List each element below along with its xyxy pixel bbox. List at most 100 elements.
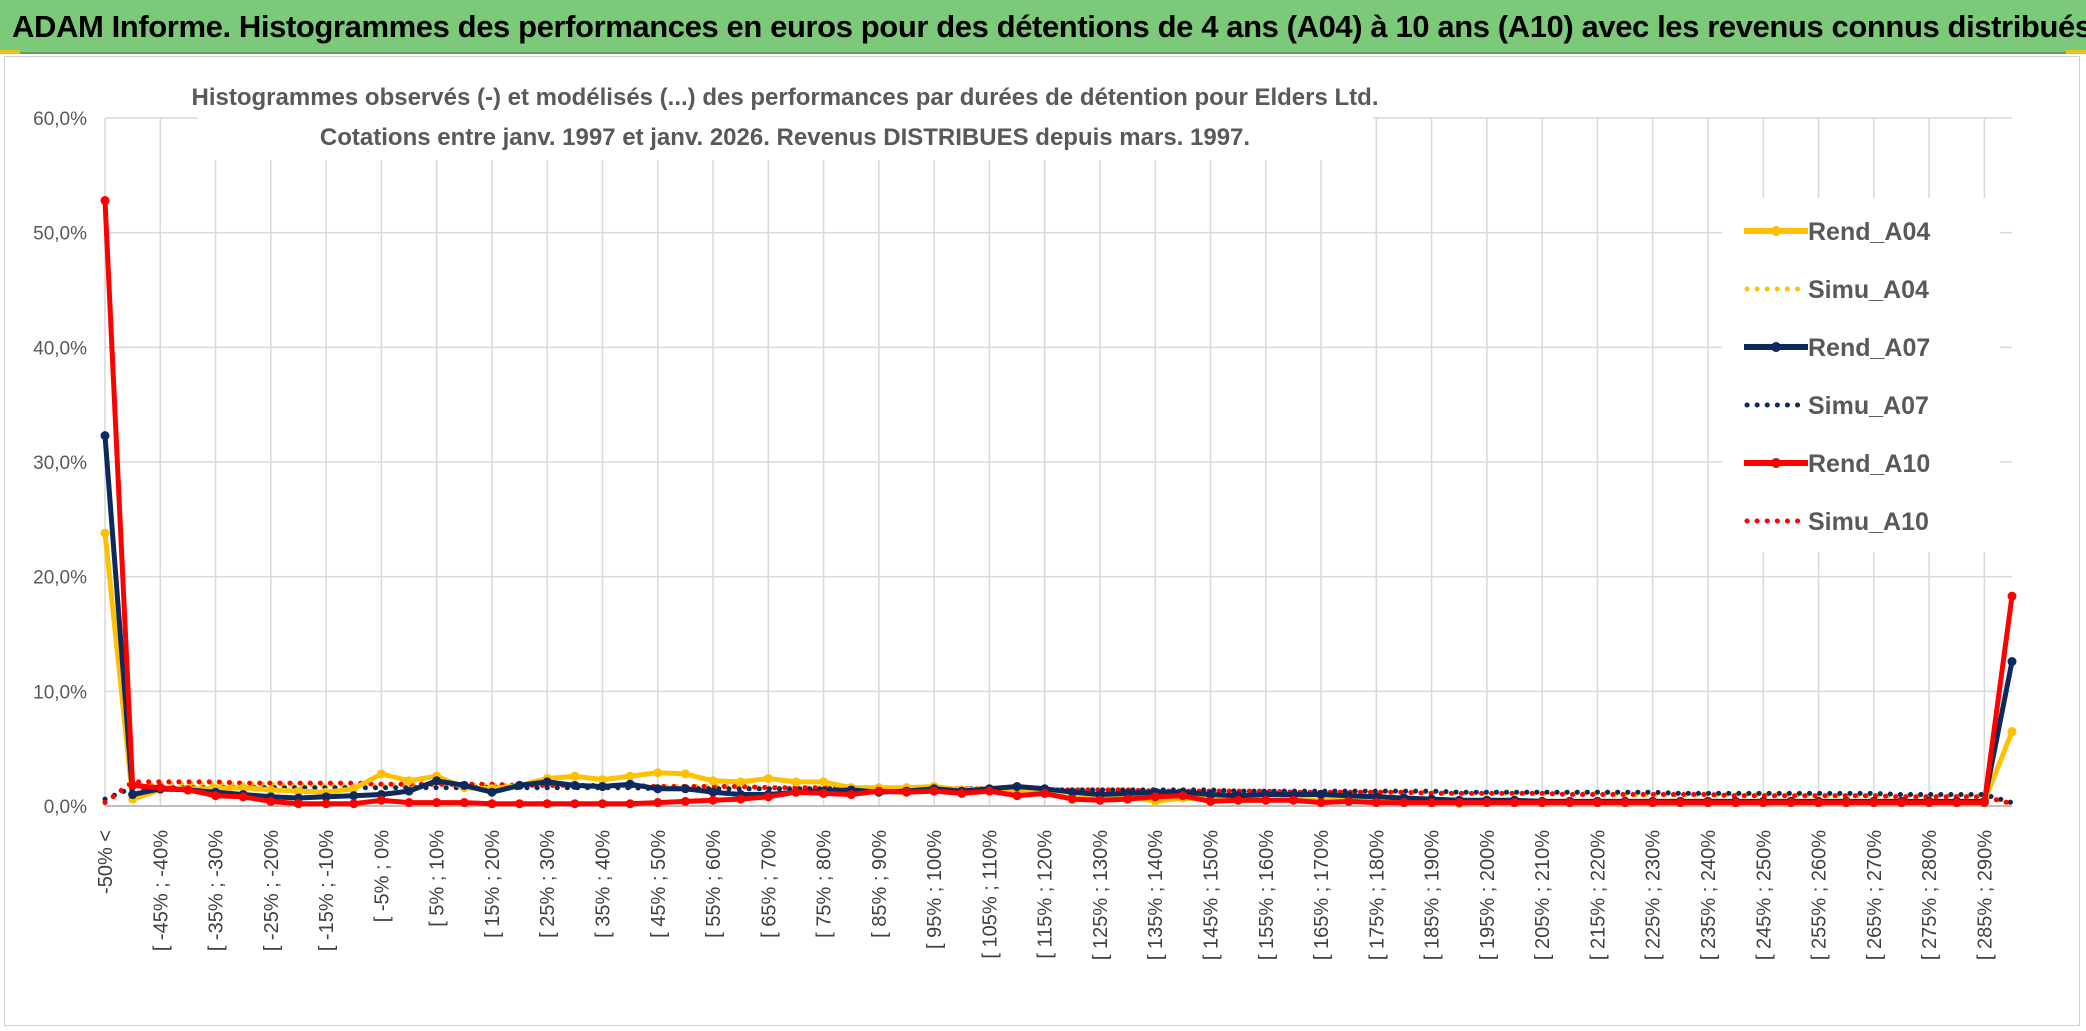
data-point-rend-a10 [1592, 798, 1602, 808]
data-point-rend-a07 [1067, 787, 1077, 797]
data-point-rend-a07 [404, 786, 414, 796]
data-point-rend-a10 [1537, 798, 1547, 808]
data-point-rend-a07 [349, 791, 359, 801]
x-tick-label: [ 215% ; 220% [1587, 830, 1609, 960]
data-point-rend-a10 [404, 798, 414, 808]
data-point-rend-a04 [570, 771, 580, 781]
data-point-rend-a10 [1703, 798, 1713, 808]
data-point-rend-a10 [349, 799, 359, 809]
data-point-rend-a10 [1454, 798, 1464, 808]
data-point-rend-a10 [1758, 798, 1768, 808]
y-tick-label: 60,0% [33, 109, 87, 130]
data-point-rend-a10 [901, 787, 911, 797]
x-tick-label: [ 275% ; 280% [1919, 830, 1941, 960]
y-tick-label: 40,0% [33, 338, 87, 359]
data-point-rend-a10 [680, 796, 690, 806]
data-point-rend-a10 [1399, 798, 1409, 808]
data-point-rend-a10 [100, 196, 110, 206]
y-tick-label: 20,0% [33, 568, 87, 589]
x-tick-label: [ 255% ; 260% [1809, 830, 1831, 960]
legend-marker-rend-a04 [1771, 226, 1781, 236]
x-tick-label: [ 85% ; 90% [869, 830, 891, 938]
data-point-rend-a10 [128, 780, 138, 790]
data-point-rend-a10 [515, 799, 525, 809]
data-point-rend-a10 [1095, 795, 1105, 805]
data-point-rend-a04 [763, 773, 773, 783]
data-point-rend-a10 [1178, 791, 1188, 801]
data-point-rend-a10 [625, 799, 635, 809]
x-tick-label: [ -45% ; -40% [150, 830, 172, 951]
data-point-rend-a04 [100, 528, 110, 538]
data-point-rend-a04 [653, 768, 663, 778]
legend-box [1722, 198, 2000, 552]
data-point-rend-a10 [1952, 798, 1962, 808]
data-point-rend-a10 [736, 794, 746, 804]
x-tick-label: [ 145% ; 150% [1201, 830, 1223, 960]
data-point-rend-a04 [2007, 726, 2017, 736]
x-axis: -50% < [ -45% ; -40% [ -35% ; -30% [ -25% ;… [95, 805, 2012, 960]
legend: Rend_A04 Simu_A04 Rend_A07 Simu_A07 Rend_A10… [1722, 198, 2000, 552]
data-point-rend-a10 [819, 788, 829, 798]
data-point-rend-a10 [1565, 798, 1575, 808]
data-point-rend-a07 [321, 792, 331, 802]
data-point-rend-a10 [1150, 792, 1160, 802]
data-point-rend-a04 [736, 777, 746, 787]
data-point-rend-a07 [1206, 790, 1216, 800]
data-point-rend-a10 [2007, 591, 2017, 601]
title-backdrop [198, 74, 1373, 160]
x-tick-label: [ 155% ; 160% [1256, 830, 1278, 960]
data-point-rend-a07 [542, 777, 552, 787]
legend-label-simu-a10: Simu_A10 [1808, 508, 1929, 536]
data-point-rend-a10 [266, 796, 276, 806]
x-tick-label: [ 125% ; 130% [1090, 830, 1112, 960]
x-tick-label: [ 105% ; 110% [979, 830, 1001, 959]
data-point-rend-a04 [238, 783, 248, 793]
data-point-rend-a10 [1316, 798, 1326, 808]
data-point-rend-a07 [708, 787, 718, 797]
data-point-rend-a07 [570, 780, 580, 790]
data-point-rend-a10 [183, 785, 193, 795]
data-point-rend-a10 [929, 786, 939, 796]
x-tick-label: [ 115% ; 120% [1035, 830, 1057, 959]
data-point-rend-a10 [1261, 795, 1271, 805]
data-point-rend-a10 [542, 799, 552, 809]
data-point-rend-a10 [1233, 795, 1243, 805]
x-tick-label: [ -15% ; -10% [316, 830, 338, 951]
legend-marker-rend-a07 [1771, 342, 1781, 352]
x-tick-label: [ 165% ; 170% [1311, 830, 1333, 960]
data-point-rend-a10 [1427, 798, 1437, 808]
legend-label-rend-a07: Rend_A07 [1808, 334, 1930, 362]
data-point-rend-a07 [100, 431, 110, 441]
legend-label-rend-a04: Rend_A04 [1808, 218, 1930, 246]
data-point-rend-a04 [597, 775, 607, 785]
x-tick-label: [ -5% ; 0% [371, 830, 393, 922]
data-point-rend-a10 [984, 786, 994, 796]
data-point-rend-a07 [1012, 782, 1022, 792]
data-point-rend-a10 [211, 791, 221, 801]
data-point-rend-a10 [708, 795, 718, 805]
x-tick-label: [ 225% ; 230% [1643, 830, 1665, 960]
data-point-rend-a10 [791, 787, 801, 797]
data-point-rend-a10 [1648, 798, 1658, 808]
data-point-rend-a10 [1896, 798, 1906, 808]
y-axis: 0,0% 10,0% 20,0% 30,0% 40,0% 50,0% 60,0% [33, 109, 87, 818]
data-point-rend-a07 [128, 790, 138, 800]
x-tick-label: [ 25% ; 30% [537, 830, 559, 938]
x-tick-label: [ 195% ; 200% [1477, 830, 1499, 960]
data-point-rend-a10 [1869, 798, 1879, 808]
data-point-rend-a07 [432, 776, 442, 786]
data-point-rend-a10 [459, 798, 469, 808]
data-point-rend-a04 [625, 771, 635, 781]
data-point-rend-a10 [1620, 798, 1630, 808]
frame-corner-left [0, 50, 20, 54]
x-tick-label: [ 265% ; 270% [1864, 830, 1886, 960]
data-point-rend-a07 [653, 784, 663, 794]
data-point-rend-a10 [1675, 798, 1685, 808]
data-point-rend-a10 [1206, 796, 1216, 806]
data-point-rend-a10 [321, 799, 331, 809]
y-tick-label: 30,0% [33, 453, 87, 474]
data-point-rend-a07 [459, 780, 469, 790]
data-point-rend-a10 [846, 790, 856, 800]
data-point-rend-a07 [2007, 657, 2017, 667]
